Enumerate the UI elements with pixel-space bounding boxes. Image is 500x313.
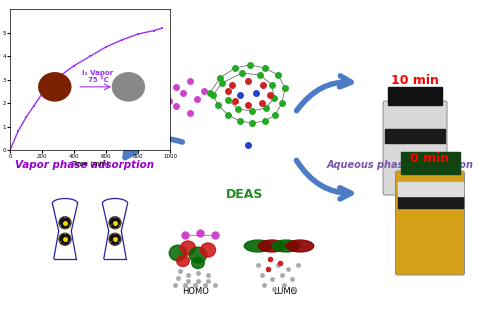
Bar xyxy=(400,152,460,174)
Text: Vapor phase adsorption: Vapor phase adsorption xyxy=(16,160,154,170)
Bar xyxy=(385,129,445,143)
Text: Aqueous phase adsorption: Aqueous phase adsorption xyxy=(326,160,474,170)
FancyArrowPatch shape xyxy=(125,138,182,157)
Ellipse shape xyxy=(244,240,272,252)
Wedge shape xyxy=(61,223,69,228)
Ellipse shape xyxy=(70,117,110,139)
FancyArrowPatch shape xyxy=(296,160,351,199)
Bar xyxy=(388,87,442,105)
Wedge shape xyxy=(111,223,119,228)
Text: DEAS: DEAS xyxy=(226,188,264,202)
Ellipse shape xyxy=(192,258,204,269)
FancyArrowPatch shape xyxy=(296,76,351,111)
Text: LUMO: LUMO xyxy=(273,286,297,295)
Text: I₂: I₂ xyxy=(57,131,63,140)
Y-axis label: Iodine Uptake (g/g): Iodine Uptake (g/g) xyxy=(0,49,1,110)
Circle shape xyxy=(59,217,71,229)
Wedge shape xyxy=(60,218,65,224)
Ellipse shape xyxy=(272,240,300,252)
Ellipse shape xyxy=(286,240,314,252)
Wedge shape xyxy=(65,234,70,241)
Ellipse shape xyxy=(258,240,286,252)
Bar xyxy=(398,196,462,208)
Wedge shape xyxy=(60,234,65,241)
Circle shape xyxy=(109,233,121,245)
Wedge shape xyxy=(115,234,120,241)
FancyBboxPatch shape xyxy=(383,101,447,195)
Circle shape xyxy=(109,217,121,229)
Ellipse shape xyxy=(100,124,140,146)
FancyBboxPatch shape xyxy=(396,171,464,275)
Ellipse shape xyxy=(169,245,187,261)
Wedge shape xyxy=(61,239,69,244)
Ellipse shape xyxy=(200,243,216,257)
Text: I₂: I₂ xyxy=(117,131,123,140)
Bar xyxy=(398,182,462,196)
Circle shape xyxy=(112,73,144,101)
Ellipse shape xyxy=(180,241,196,255)
Ellipse shape xyxy=(189,247,207,263)
Ellipse shape xyxy=(40,124,80,146)
Circle shape xyxy=(59,233,71,245)
Text: 0 min: 0 min xyxy=(410,151,450,165)
Wedge shape xyxy=(111,239,119,244)
Ellipse shape xyxy=(177,255,189,266)
Wedge shape xyxy=(115,218,120,224)
Wedge shape xyxy=(65,218,70,224)
Circle shape xyxy=(39,73,71,101)
Wedge shape xyxy=(110,218,115,224)
Text: I₂ I₂: I₂ I₂ xyxy=(82,124,98,132)
Text: I₂ Vapor
75 °C: I₂ Vapor 75 °C xyxy=(82,70,114,84)
Text: HOMO: HOMO xyxy=(182,286,210,295)
Wedge shape xyxy=(110,234,115,241)
Text: 10 min: 10 min xyxy=(391,74,439,88)
X-axis label: Time (min): Time (min) xyxy=(71,161,109,167)
